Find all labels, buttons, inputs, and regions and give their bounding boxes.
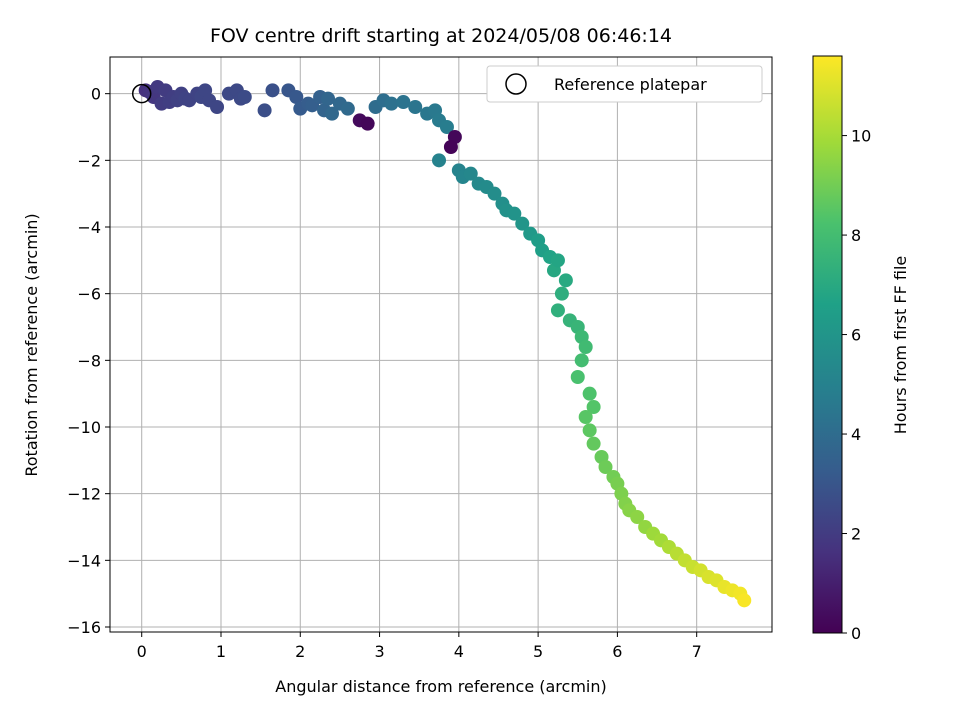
data-point — [582, 386, 597, 401]
x-tick-label: 5 — [533, 642, 543, 661]
y-tick-label: −16 — [67, 618, 101, 637]
y-tick-label: 0 — [91, 85, 101, 104]
data-point — [340, 101, 355, 116]
data-point — [257, 103, 272, 118]
data-point — [554, 286, 569, 301]
data-point — [289, 90, 304, 104]
x-axis-label: Angular distance from reference (arcmin) — [275, 677, 606, 696]
y-axis-ticks: 0 −2 −4 −6 −8 −10 −12 −14 −16 — [67, 85, 110, 637]
data-point — [550, 303, 565, 318]
y-tick-label: −12 — [67, 485, 101, 504]
y-tick-label: −4 — [77, 218, 101, 237]
data-point — [439, 120, 454, 134]
data-point — [265, 83, 280, 98]
legend-box — [486, 65, 763, 103]
data-point — [443, 140, 458, 154]
colorbar: 0 2 4 6 8 10 Hours from first FF file — [812, 55, 910, 643]
x-tick-label: 7 — [692, 642, 702, 661]
y-tick-label: −8 — [77, 351, 101, 370]
legend-marker — [505, 73, 527, 95]
plot-frame — [109, 56, 773, 633]
data-point — [360, 116, 375, 131]
data-point — [396, 95, 411, 109]
x-tick-label: 4 — [454, 642, 464, 661]
data-point — [507, 206, 522, 221]
colorbar-ticks: 0 2 4 6 8 10 — [842, 127, 871, 643]
data-point — [237, 90, 252, 104]
data-point — [550, 253, 565, 268]
data-point — [582, 423, 597, 438]
x-tick-label: 6 — [612, 642, 622, 661]
data-point — [737, 593, 752, 608]
data-point — [321, 91, 336, 106]
colorbar-tick-label: 0 — [851, 624, 861, 643]
data-point — [598, 460, 613, 474]
colorbar-tick-label: 2 — [851, 525, 861, 544]
data-point — [384, 96, 399, 111]
data-point — [578, 410, 593, 424]
data-point — [324, 106, 339, 121]
reference-point — [131, 83, 152, 104]
x-tick-label: 2 — [295, 642, 305, 661]
x-axis-ticks: 0 1 2 3 4 5 6 7 — [137, 632, 702, 661]
chart-title: FOV centre drift starting at 2024/05/08 … — [210, 25, 672, 47]
data-point — [408, 100, 423, 114]
data-point — [574, 353, 589, 368]
colorbar-tick-label: 6 — [851, 326, 861, 345]
y-tick-label: −14 — [67, 551, 101, 570]
legend-entry-reference: Reference platepar — [554, 75, 707, 94]
y-tick-label: −6 — [77, 285, 101, 304]
data-point — [586, 436, 601, 451]
x-tick-label: 0 — [137, 642, 147, 661]
data-point — [558, 273, 573, 288]
data-point — [463, 166, 478, 181]
y-tick-label: −2 — [77, 151, 101, 170]
data-point — [578, 340, 593, 354]
data-point — [570, 370, 585, 384]
colorbar-label: Hours from first FF file — [891, 256, 910, 435]
colorbar-tick-label: 10 — [851, 127, 871, 146]
x-tick-label: 3 — [374, 642, 384, 661]
colorbar-tick-label: 4 — [851, 425, 861, 444]
data-point — [630, 510, 645, 524]
x-tick-label: 1 — [216, 642, 226, 661]
data-points — [138, 80, 752, 608]
reference-marker — [131, 83, 152, 104]
data-point — [586, 400, 601, 414]
data-point — [432, 153, 447, 168]
data-point — [487, 186, 502, 201]
legend: Reference platepar — [486, 65, 763, 103]
data-point — [515, 216, 530, 231]
colorbar-tick-label: 8 — [851, 226, 861, 245]
grid-lines — [110, 57, 772, 632]
y-tick-label: −10 — [67, 418, 101, 437]
colorbar-gradient — [812, 55, 843, 634]
data-point — [210, 100, 225, 114]
y-axis-label: Rotation from reference (arcmin) — [22, 213, 41, 476]
